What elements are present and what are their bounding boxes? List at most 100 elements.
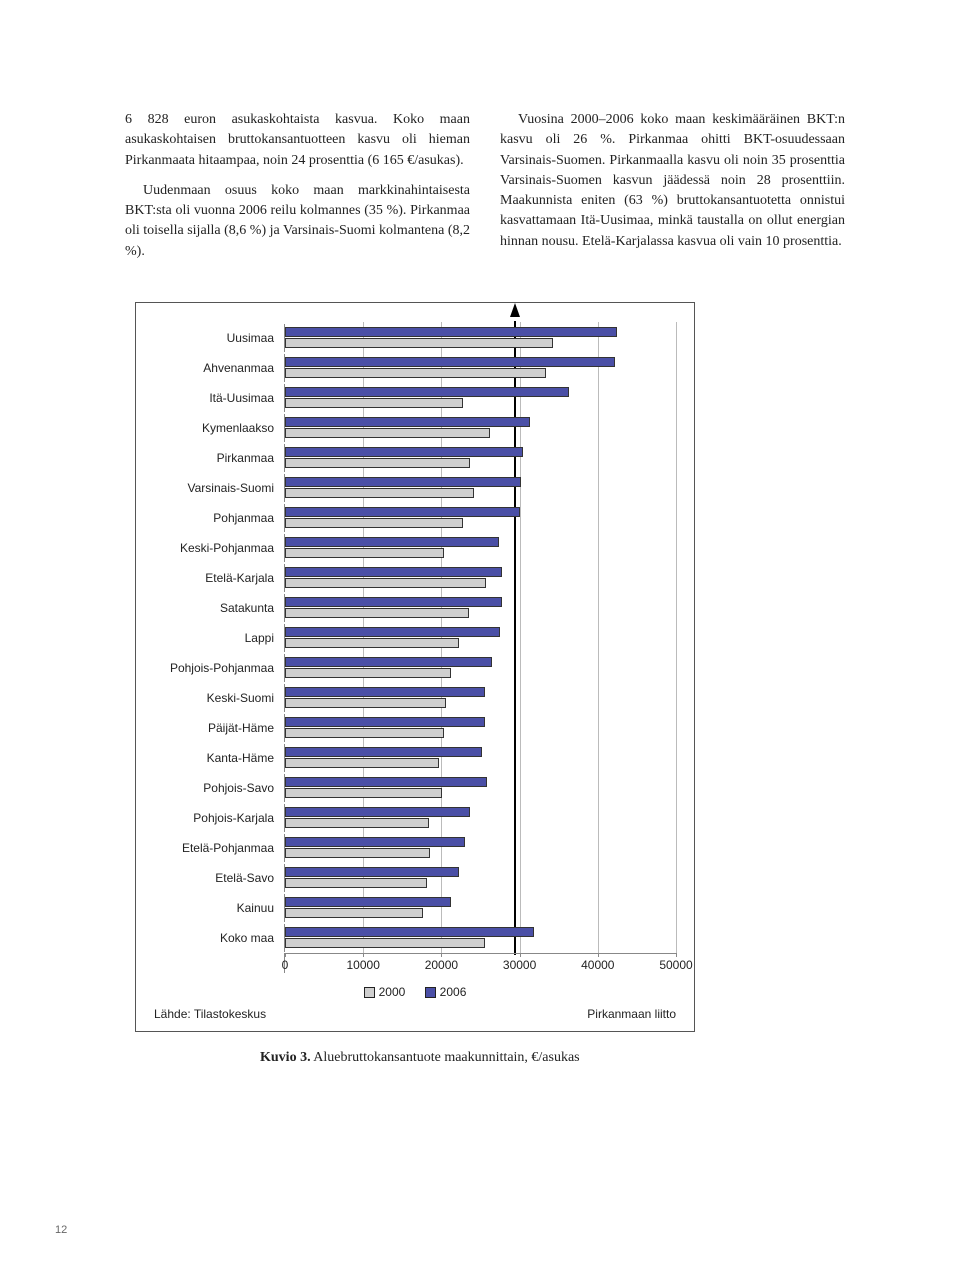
bar-2000 [285, 668, 451, 678]
bar-area [284, 864, 676, 892]
bar-row: Etelä-Karjala [154, 563, 676, 593]
bar-label: Itä-Uusimaa [154, 391, 284, 405]
bar-label: Etelä-Karjala [154, 571, 284, 585]
bar-2006 [285, 507, 520, 517]
bar-2000 [285, 788, 442, 798]
bar-2006 [285, 597, 502, 607]
bar-label: Pohjois-Karjala [154, 811, 284, 825]
legend-label-2000: 2000 [379, 985, 406, 999]
bar-area [284, 804, 676, 832]
bar-row: Pohjois-Savo [154, 773, 676, 803]
bar-2006 [285, 747, 482, 757]
page-number: 12 [55, 1224, 67, 1236]
bar-area [284, 474, 676, 502]
bar-row: Pirkanmaa [154, 443, 676, 473]
bar-label: Satakunta [154, 601, 284, 615]
bar-label: Etelä-Savo [154, 871, 284, 885]
bar-label: Kainuu [154, 901, 284, 915]
page-content: 6 828 euron asukaskohtaista kasvua. Koko… [0, 0, 960, 272]
bar-2006 [285, 537, 499, 547]
bar-2000 [285, 908, 423, 918]
bar-2006 [285, 807, 470, 817]
bar-label: Pirkanmaa [154, 451, 284, 465]
bar-area [284, 384, 676, 412]
x-tick: 40000 [581, 958, 614, 972]
bar-area [284, 354, 676, 382]
legend-swatch-2000 [364, 987, 375, 998]
bar-2000 [285, 848, 430, 858]
bar-2006 [285, 687, 485, 697]
bar-area [284, 924, 676, 952]
bar-2006 [285, 417, 530, 427]
bar-2000 [285, 818, 429, 828]
para-col2-1: Vuosina 2000–2006 koko maan keskimääräin… [500, 110, 845, 252]
caption-label: Kuvio 3. [260, 1050, 311, 1065]
bar-area [284, 894, 676, 922]
bar-2006 [285, 927, 534, 937]
bar-area [284, 444, 676, 472]
bar-label: Lappi [154, 631, 284, 645]
bar-label: Kymenlaakso [154, 421, 284, 435]
bar-label: Koko maa [154, 931, 284, 945]
legend-swatch-2006 [425, 987, 436, 998]
bar-label: Varsinais-Suomi [154, 481, 284, 495]
legend-2000: 2000 [364, 985, 406, 999]
bar-2000 [285, 878, 427, 888]
bar-2006 [285, 777, 487, 787]
bar-2000 [285, 578, 486, 588]
bar-area [284, 564, 676, 592]
bar-label: Ahvenanmaa [154, 361, 284, 375]
x-tick: 20000 [425, 958, 458, 972]
bar-2000 [285, 518, 463, 528]
bar-row: Ahvenanmaa [154, 353, 676, 383]
bar-row: Itä-Uusimaa [154, 383, 676, 413]
bar-row: Kainuu [154, 893, 676, 923]
bar-row: Etelä-Pohjanmaa [154, 833, 676, 863]
bar-2006 [285, 717, 485, 727]
chart-source: Lähde: Tilastokeskus [154, 1007, 266, 1021]
bar-2000 [285, 368, 546, 378]
x-tick: 0 [282, 958, 289, 972]
bar-row: Koko maa [154, 923, 676, 953]
bar-label: Pohjois-Savo [154, 781, 284, 795]
bar-row: Uusimaa [154, 323, 676, 353]
x-tick: 50000 [659, 958, 692, 972]
legend-2006: 2006 [425, 985, 467, 999]
text-columns: 6 828 euron asukaskohtaista kasvua. Koko… [125, 110, 845, 272]
bar-2000 [285, 338, 553, 348]
bar-row: Etelä-Savo [154, 863, 676, 893]
para-col1-2: Uudenmaan osuus koko maan markkinahintai… [125, 181, 470, 262]
column-right: Vuosina 2000–2006 koko maan keskimääräin… [500, 110, 845, 272]
x-tick: 30000 [503, 958, 536, 972]
bar-area [284, 534, 676, 562]
bar-2000 [285, 698, 446, 708]
bar-2000 [285, 428, 490, 438]
bar-label: Pohjanmaa [154, 511, 284, 525]
bar-2006 [285, 627, 500, 637]
bar-label: Päijät-Häme [154, 721, 284, 735]
bar-area [284, 414, 676, 442]
bar-label: Pohjois-Pohjanmaa [154, 661, 284, 675]
bar-2006 [285, 387, 569, 397]
column-left: 6 828 euron asukaskohtaista kasvua. Koko… [125, 110, 470, 272]
bar-2006 [285, 477, 521, 487]
bar-2000 [285, 398, 463, 408]
para-col1-1: 6 828 euron asukaskohtaista kasvua. Koko… [125, 110, 470, 171]
bar-2006 [285, 567, 502, 577]
bar-row: Varsinais-Suomi [154, 473, 676, 503]
bar-area [284, 714, 676, 742]
bar-area [284, 834, 676, 862]
bar-chart: Uusimaa Ahvenanmaa Itä-Uusimaa Kymenlaakso P… [135, 302, 695, 1032]
figure-caption: Kuvio 3. Aluebruttokansantuote maakunnit… [260, 1050, 960, 1066]
bar-2000 [285, 938, 485, 948]
legend-label-2006: 2006 [440, 985, 467, 999]
bar-area [284, 594, 676, 622]
x-tick: 10000 [347, 958, 380, 972]
bar-label: Keski-Pohjanmaa [154, 541, 284, 555]
bar-2006 [285, 327, 617, 337]
bar-2000 [285, 758, 439, 768]
bar-area [284, 744, 676, 772]
bar-row: Pohjois-Karjala [154, 803, 676, 833]
bar-2000 [285, 728, 444, 738]
bar-row: Satakunta [154, 593, 676, 623]
